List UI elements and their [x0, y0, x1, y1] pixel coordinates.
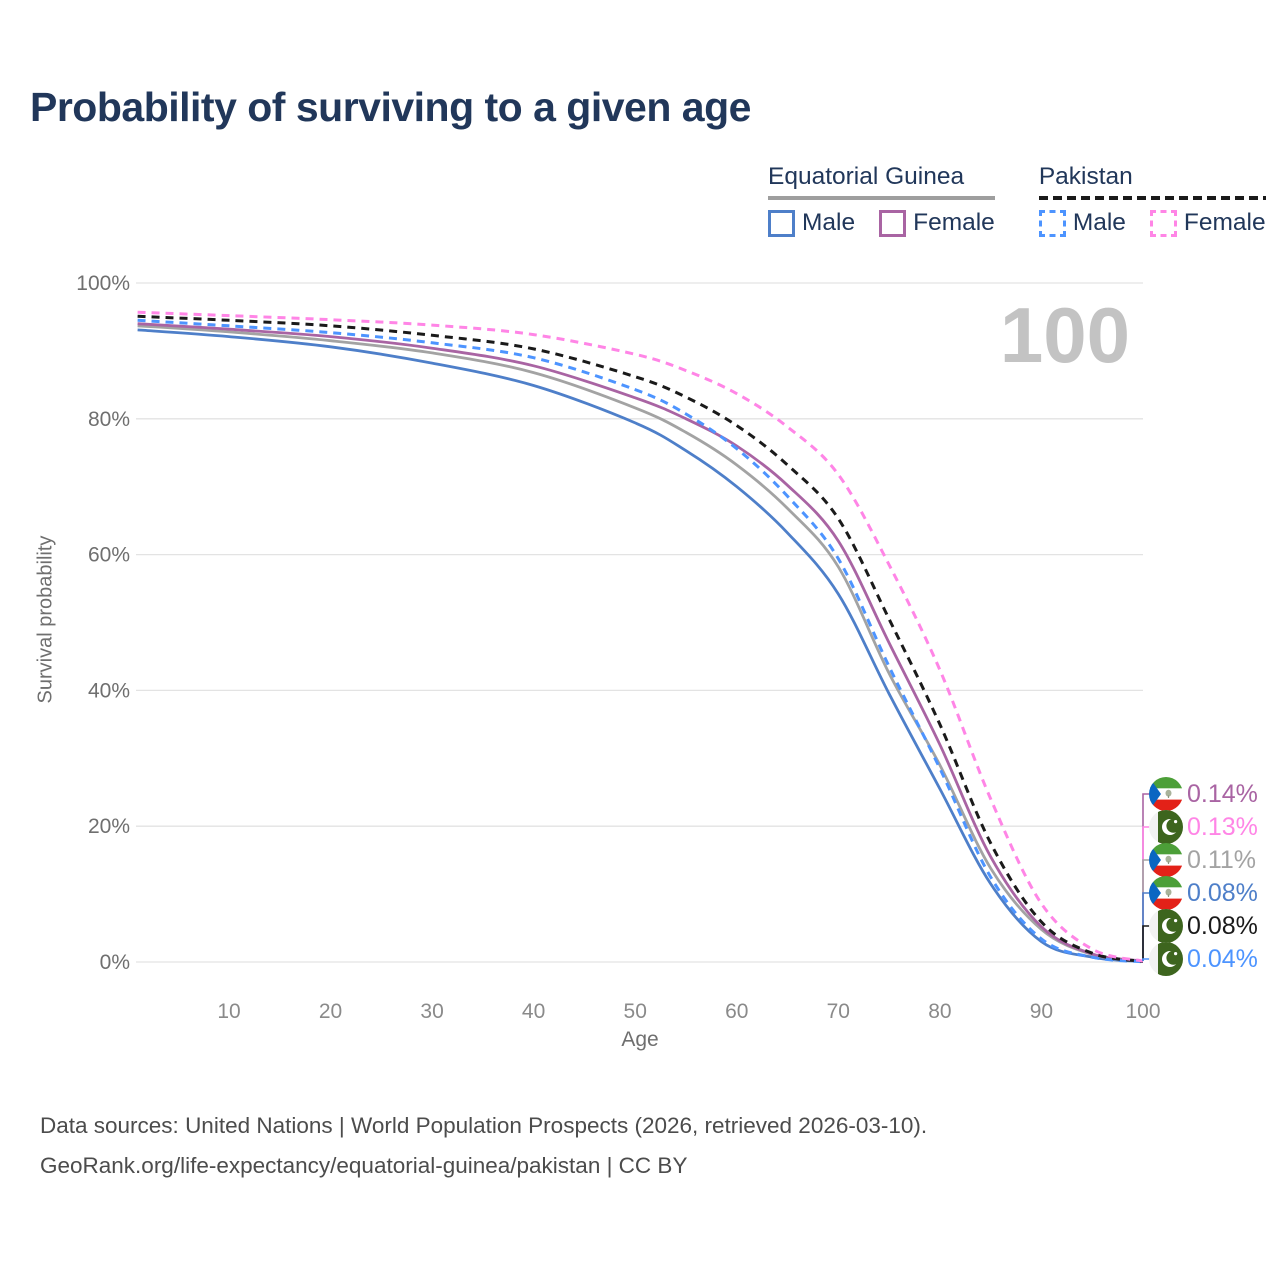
leader-line — [1142, 925, 1150, 961]
pakistan-flag-icon — [1149, 942, 1183, 976]
end-label-row: 0.04% — [1149, 942, 1258, 976]
end-label-value: 0.08% — [1187, 878, 1258, 907]
legend-group-title: Pakistan — [1038, 163, 1133, 190]
y-tick-label: 0% — [100, 951, 130, 974]
leader-line — [1142, 958, 1150, 961]
legend-group-line-sample — [1038, 196, 1266, 200]
legend-swatch — [1038, 209, 1066, 237]
y-tick-label: 100% — [76, 272, 130, 295]
legend-group-title: Equatorial Guinea — [768, 163, 965, 190]
footer: Data sources: United Nations | World Pop… — [40, 1106, 927, 1186]
x-tick-label: 30 — [420, 1000, 443, 1023]
series-line-equatorial-guinea-male[interactable] — [137, 328, 1144, 963]
legend: Equatorial Guinea Male Female Pakistan Male F… — [768, 163, 1266, 237]
end-label-value: 0.13% — [1187, 812, 1258, 841]
legend-item-pakistan-male[interactable]: Male — [1038, 209, 1126, 237]
series-line-pakistan-all[interactable] — [137, 314, 1144, 963]
y-tick-label: 60% — [88, 544, 130, 567]
legend-swatch — [879, 209, 907, 237]
legend-group-equatorial-guinea: Equatorial Guinea Male Female — [768, 163, 995, 237]
y-axis-label: Survival probability — [34, 535, 57, 704]
x-tick-label: 90 — [1030, 1000, 1053, 1023]
pakistan-flag-icon — [1149, 909, 1183, 943]
x-tick-label: 20 — [319, 1000, 342, 1023]
end-label-row: 0.08% — [1149, 909, 1258, 943]
series-line-equatorial-guinea-all[interactable] — [137, 324, 1144, 963]
x-axis-label: Age — [621, 1028, 659, 1051]
series-line-equatorial-guinea-female[interactable] — [137, 322, 1144, 963]
hover-age-label: 100 — [999, 291, 1130, 379]
end-label-value: 0.11% — [1187, 845, 1257, 874]
equatorial-guinea-flag-icon — [1149, 876, 1183, 910]
legend-item-equatorial-guinea-female[interactable]: Female — [879, 209, 995, 237]
legend-swatch — [768, 209, 795, 237]
y-tick-label: 80% — [88, 408, 130, 431]
equatorial-guinea-flag-icon — [1149, 843, 1183, 877]
x-tick-label: 100 — [1125, 1000, 1160, 1023]
y-tick-label: 40% — [88, 679, 130, 702]
y-tick-label: 20% — [88, 815, 130, 838]
end-label-value: 0.04% — [1187, 944, 1258, 973]
legend-swatch — [1149, 209, 1177, 237]
end-label-row: 0.11% — [1149, 843, 1256, 877]
legend-group-pakistan: Pakistan Male Female — [1038, 163, 1266, 237]
x-tick-label: 80 — [928, 1000, 951, 1023]
legend-group-line-sample — [768, 196, 995, 200]
legend-item-label: Male — [1072, 209, 1126, 236]
footer-link-line: GeoRank.org/life-expectancy/equatorial-g… — [40, 1153, 688, 1178]
end-label-row: 0.08% — [1149, 876, 1258, 910]
series-line-pakistan-male[interactable] — [137, 318, 1144, 964]
legend-item-label: Female — [913, 209, 995, 236]
x-tick-label: 50 — [624, 1000, 647, 1023]
pakistan-flag-icon — [1149, 810, 1183, 844]
x-tick-label: 40 — [522, 1000, 545, 1023]
legend-item-pakistan-female[interactable]: Female — [1149, 209, 1266, 237]
legend-item-label: Male — [802, 209, 856, 236]
end-label-row: 0.13% — [1149, 810, 1258, 844]
x-tick-label: 70 — [827, 1000, 850, 1023]
end-label-value: 0.14% — [1187, 779, 1258, 808]
equatorial-guinea-flag-icon — [1149, 777, 1183, 811]
x-tick-label: 10 — [217, 1000, 240, 1023]
end-label-value: 0.08% — [1187, 911, 1258, 940]
legend-item-label: Female — [1183, 209, 1266, 236]
series-line-pakistan-female[interactable] — [137, 310, 1144, 963]
legend-item-equatorial-guinea-male[interactable]: Male — [768, 209, 855, 237]
footer-sources-line: Data sources: United Nations | World Pop… — [40, 1113, 928, 1138]
end-label-row: 0.14% — [1149, 777, 1258, 811]
page-title: Probability of surviving to a given age — [30, 84, 751, 130]
x-tick-label: 60 — [725, 1000, 748, 1023]
